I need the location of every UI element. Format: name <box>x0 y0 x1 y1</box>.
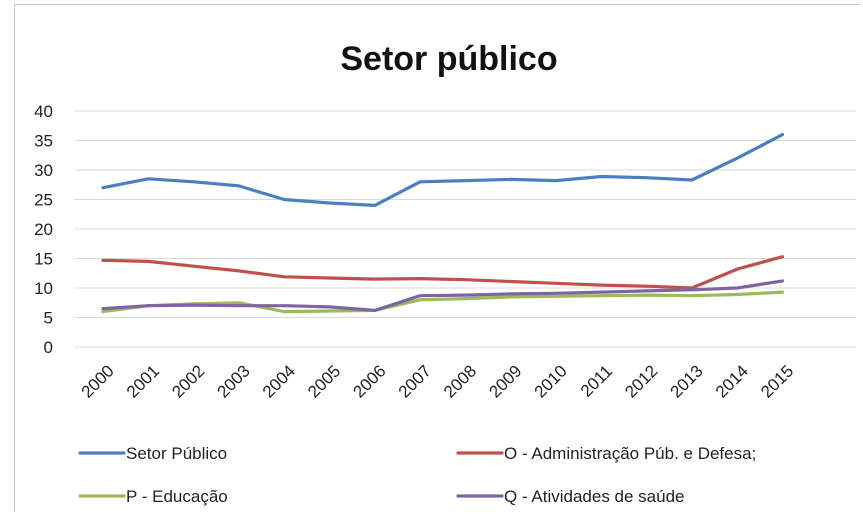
y-tick-label: 5 <box>44 309 53 328</box>
x-tick-label: 2007 <box>395 361 435 401</box>
series-lines <box>101 133 785 314</box>
x-tick-label: 2001 <box>123 361 163 401</box>
legend-label: Setor Público <box>126 444 227 463</box>
gridlines <box>74 110 856 348</box>
x-tick-label: 2005 <box>304 361 344 401</box>
x-tick-label: 2003 <box>214 361 254 401</box>
x-tick-label: 2012 <box>621 361 661 401</box>
y-tick-label: 35 <box>34 132 53 151</box>
x-tick-label: 2010 <box>531 361 571 401</box>
y-tick-label: 10 <box>34 279 53 298</box>
series-line-1 <box>101 133 785 207</box>
legend-label: O - Administração Púb. e Defesa; <box>504 444 756 463</box>
x-tick-label: 2013 <box>667 361 707 401</box>
legend-label: P - Educação <box>126 487 228 506</box>
x-axis: 2000 2001 2002 2003 2004 2005 2006 2007 2008 2009… <box>78 361 798 401</box>
series-line-4 <box>101 279 785 312</box>
x-tick-label: 2011 <box>577 361 616 400</box>
y-axis: 0 5 10 15 20 25 30 35 40 <box>34 102 53 357</box>
series-line-2 <box>101 255 785 290</box>
legend-label: Q - Atividades de saúde <box>504 487 685 506</box>
legend: Setor Público O - Administração Púb. e De… <box>78 444 756 506</box>
y-tick-label: 40 <box>34 102 53 121</box>
x-tick-label: 2015 <box>757 361 797 401</box>
x-tick-label: 2004 <box>259 361 299 401</box>
x-tick-label: 2014 <box>712 361 752 401</box>
x-tick-label: 2000 <box>78 361 118 401</box>
series-line-3 <box>101 290 785 314</box>
y-tick-label: 20 <box>34 220 53 239</box>
x-tick-label: 2009 <box>485 361 525 401</box>
y-tick-label: 30 <box>34 161 53 180</box>
y-tick-label: 0 <box>44 338 53 357</box>
chart-title: Setor público <box>340 40 557 78</box>
x-tick-label: 2002 <box>168 361 208 401</box>
x-tick-label: 2006 <box>349 361 389 401</box>
y-tick-label: 25 <box>34 191 53 210</box>
x-tick-label: 2008 <box>440 361 480 401</box>
y-tick-label: 15 <box>34 250 53 269</box>
